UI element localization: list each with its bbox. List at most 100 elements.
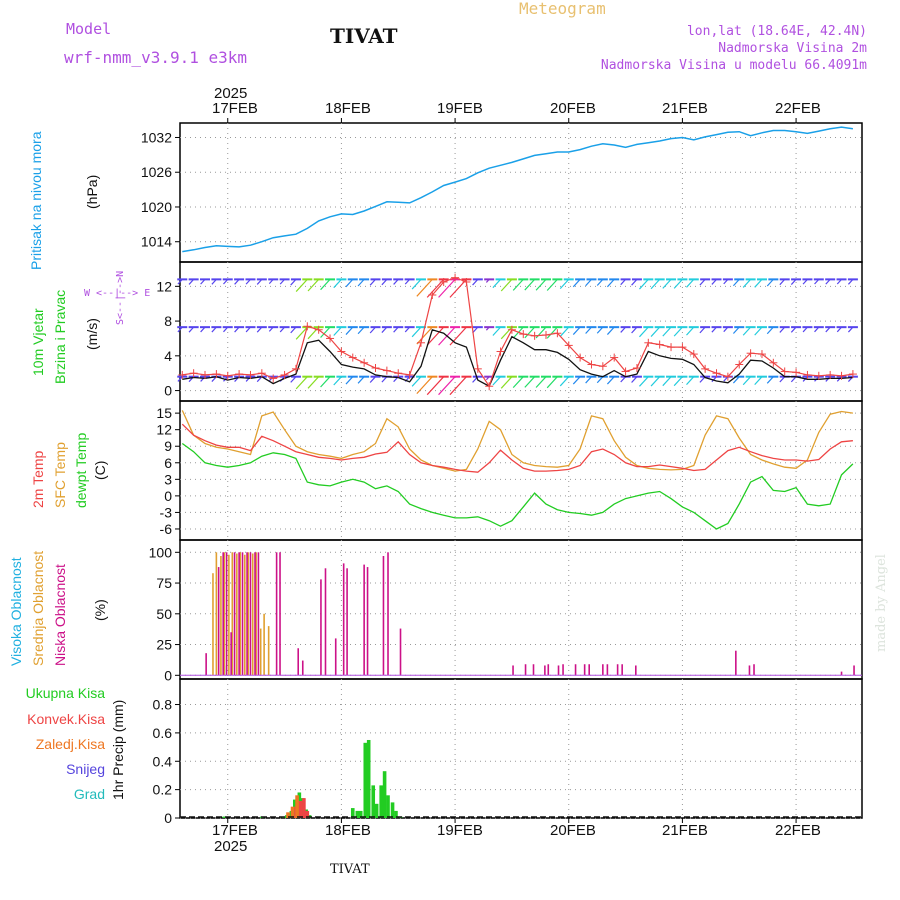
panel-frame: [179, 122, 863, 263]
wind-barb: [650, 326, 661, 337]
y-tick-label: 100: [149, 544, 173, 560]
wind-barb: [411, 278, 422, 290]
wind-barb: [585, 326, 592, 334]
y-tick-label: 1020: [141, 199, 172, 215]
wind-barb: [535, 278, 547, 291]
wind-barb: [524, 376, 536, 388]
wind-barb: [535, 376, 547, 388]
wind-barb: [686, 278, 695, 288]
precip-bar: [390, 802, 395, 818]
panel-frame: [179, 400, 863, 541]
precip-bar: [382, 771, 387, 818]
precip-bar: [366, 739, 371, 818]
wind-barb: [673, 376, 683, 387]
wind-barb: [426, 326, 445, 346]
precip-bar: [298, 800, 303, 818]
y-tick-label: 0: [164, 383, 172, 399]
day-label-top: 18FEB: [325, 100, 371, 117]
wind-barb: [559, 278, 570, 290]
legend-rain-frozen: Zaledj.Kisa: [35, 736, 105, 752]
wind-barb: [585, 376, 592, 384]
y-tick-label: 12: [156, 278, 172, 294]
sfc-temp-line: [181, 410, 853, 472]
wind-barb: [357, 326, 365, 335]
wind-barb: [546, 278, 558, 291]
wind-barb: [333, 278, 342, 289]
wind-barb: [742, 376, 752, 386]
pressure-line: [182, 126, 854, 253]
wind-barb: [416, 376, 433, 395]
y-tick-label: 0: [164, 667, 172, 683]
wind-barb: [426, 376, 445, 396]
y-tick-label: 6: [164, 455, 172, 471]
y-tick-label: 15: [156, 405, 172, 421]
wind-barb: [307, 376, 320, 389]
precip-bar: [222, 816, 227, 818]
temp-2m-line: [181, 423, 853, 473]
y-tick-label: 0: [164, 810, 172, 826]
precip-bar: [290, 806, 295, 818]
wind-barb: [295, 376, 308, 390]
wind-barb: [357, 376, 365, 384]
precip-bar: [358, 810, 363, 818]
y-tick-label: 50: [156, 606, 172, 622]
year-label-top: 2025: [214, 85, 248, 102]
wind-barb: [754, 278, 763, 288]
y-tick-label: 1014: [141, 234, 172, 250]
wind-barb: [295, 326, 308, 340]
wind-barb: [572, 278, 581, 288]
wind-barb: [320, 326, 331, 338]
wind-barb: [572, 376, 581, 385]
precip-bar: [363, 742, 368, 818]
year-label-bottom: 2025: [214, 838, 248, 855]
day-label-top: 19FEB: [437, 100, 483, 117]
lonlat-label: lon,lat (18.64E, 42.4N): [686, 24, 867, 39]
y-tick-label: 0: [164, 488, 172, 504]
y-tick-label: 4: [164, 348, 172, 364]
y-tick-label: 25: [156, 637, 172, 653]
wind-barb: [732, 278, 740, 287]
y-tick-label: 1026: [141, 164, 172, 180]
wind-barb: [345, 326, 354, 335]
wind-barb: [411, 376, 422, 387]
day-label-bottom: 22FEB: [775, 822, 821, 839]
day-label-bottom: 20FEB: [550, 822, 596, 839]
y-tick-label: 3: [164, 471, 172, 487]
day-label-top: 20FEB: [550, 100, 596, 117]
wind-speed-line: [182, 328, 853, 388]
wind-barb: [662, 278, 672, 289]
wind-barb: [438, 376, 456, 396]
legend-rain-total: Ukupna Kisa: [25, 685, 105, 701]
wind-barb: [492, 326, 501, 336]
wind-barb: [320, 278, 331, 291]
wind-barb: [345, 376, 354, 385]
precip-bar: [355, 810, 360, 818]
y-tick-label: 0.2: [153, 782, 173, 798]
wind-barb: [606, 278, 615, 288]
wind-barb: [732, 376, 740, 384]
precip-bar: [295, 795, 299, 818]
wind-barb: [742, 278, 752, 288]
wind-barb: [639, 278, 649, 290]
precip-bar: [350, 808, 355, 818]
wind-barb: [639, 376, 649, 387]
model-elevation-label: Nadmorska Visina u modelu 66.4091m: [600, 58, 867, 73]
wind-barb: [754, 376, 763, 386]
panel-frame: [179, 539, 863, 680]
wind-barb: [411, 326, 422, 338]
wind-barb: [606, 326, 615, 335]
day-label-bottom: 17FEB: [212, 822, 258, 839]
wind-barb: [333, 326, 342, 336]
wind-barb: [546, 326, 558, 339]
wind-barb: [492, 278, 501, 289]
wind-barb: [449, 376, 467, 396]
wind-barb: [546, 376, 558, 389]
wind-barb: [307, 278, 320, 292]
wind-barb: [357, 278, 365, 287]
day-label-top: 21FEB: [662, 100, 708, 117]
wind-barb: [559, 376, 570, 387]
model-label: Model: [66, 20, 112, 38]
product-title: Meteogram: [519, 0, 606, 18]
precip-bar: [302, 798, 306, 818]
